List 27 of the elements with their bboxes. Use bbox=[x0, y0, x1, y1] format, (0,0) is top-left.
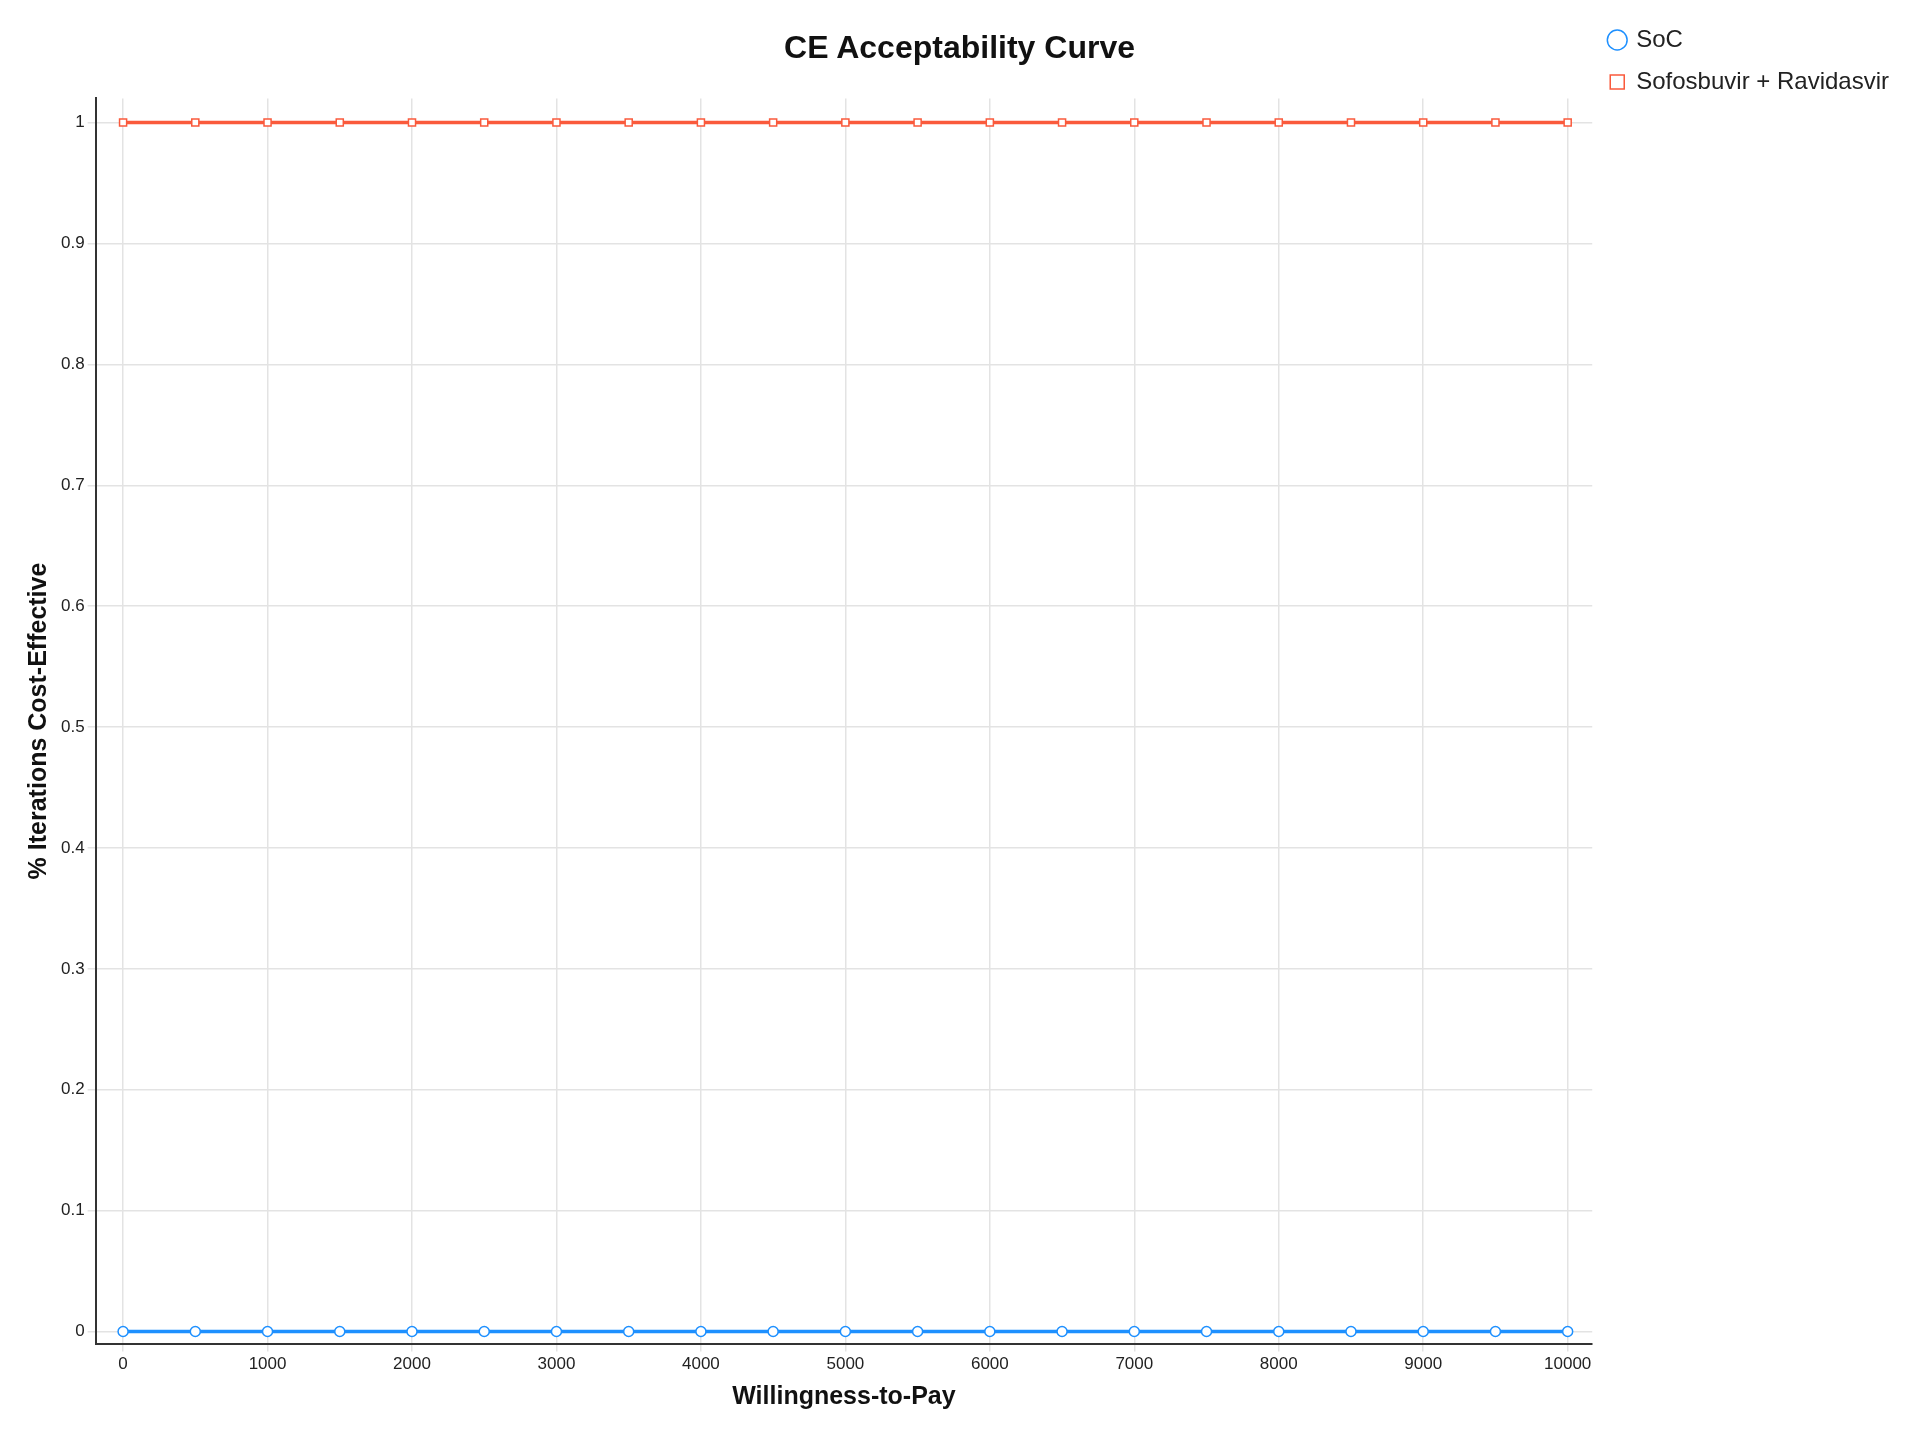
y-tick-label: 0.7 bbox=[60, 474, 85, 494]
x-tick-label: 9000 bbox=[1404, 1354, 1443, 1374]
y-tick-label: 0 bbox=[75, 1321, 85, 1341]
x-tick-label: 6000 bbox=[970, 1354, 1009, 1374]
x-tick-label: 7000 bbox=[1115, 1354, 1154, 1374]
y-tick-label: 0.8 bbox=[60, 354, 85, 374]
y-tick-label: 0.1 bbox=[60, 1200, 85, 1220]
x-tick-label: 4000 bbox=[682, 1354, 720, 1374]
y-tick-label: 0.9 bbox=[60, 233, 85, 253]
y-axis-title: % Iterations Cost-Effective bbox=[22, 562, 51, 880]
x-tick-label: 10000 bbox=[1544, 1354, 1592, 1374]
x-tick-label: 5000 bbox=[826, 1354, 865, 1374]
x-tick-label: 0 bbox=[118, 1354, 128, 1374]
y-tick-label: 0.2 bbox=[60, 1079, 85, 1099]
chart-title: CE Acceptability Curve bbox=[784, 29, 1135, 66]
x-tick-label: 2000 bbox=[393, 1354, 431, 1374]
legend-label: SoC bbox=[1636, 24, 1683, 52]
y-tick-label: 0.5 bbox=[60, 716, 85, 736]
y-tick-label: 1 bbox=[75, 112, 85, 132]
x-tick-label: 1000 bbox=[248, 1354, 287, 1374]
x-tick-label: 8000 bbox=[1259, 1354, 1298, 1374]
x-axis-title: Willingness-to-Pay bbox=[732, 1380, 956, 1409]
legend-label: Sofosbuvir + Ravidasvir bbox=[1636, 66, 1890, 94]
x-tick-label: 3000 bbox=[537, 1354, 576, 1374]
y-tick-label: 0.4 bbox=[60, 837, 85, 857]
y-tick-label: 0.6 bbox=[60, 595, 85, 615]
y-tick-label: 0.3 bbox=[60, 958, 85, 978]
